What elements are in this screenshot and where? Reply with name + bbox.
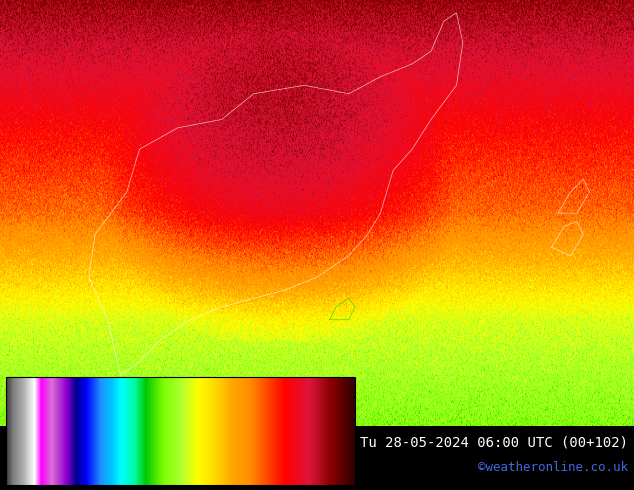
Text: ©weatheronline.co.uk: ©weatheronline.co.uk xyxy=(477,462,628,474)
Text: Temperature (2m) [°C] ECMWF: Temperature (2m) [°C] ECMWF xyxy=(6,436,233,450)
Text: Tu 28-05-2024 06:00 UTC (00+102): Tu 28-05-2024 06:00 UTC (00+102) xyxy=(359,436,628,450)
